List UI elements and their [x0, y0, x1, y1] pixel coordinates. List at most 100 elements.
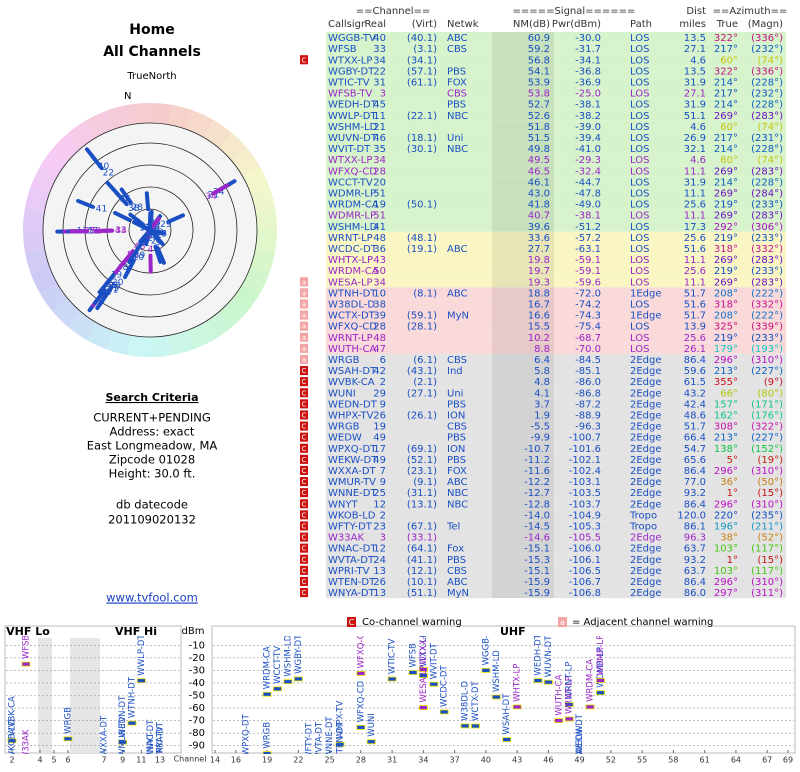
cell: 49	[373, 433, 386, 444]
cell: 4.6	[690, 155, 706, 166]
cell: 86.0	[684, 588, 706, 599]
cell: 31	[373, 77, 386, 88]
cell: -9.9	[530, 433, 550, 444]
signal-bar	[419, 706, 427, 710]
signal-label: WGGB-TV	[481, 625, 491, 666]
signal-label: WFXQ-CD	[356, 626, 366, 668]
cell: -104.9	[569, 510, 601, 521]
cell: WNAC-DT	[328, 544, 377, 555]
cell: 7	[380, 466, 386, 477]
cell: WFSB-TV	[328, 89, 372, 100]
cell: -70.0	[575, 344, 601, 355]
cell: LOS	[630, 200, 649, 211]
cell: 48.6	[684, 410, 706, 421]
station-channel: 34	[205, 192, 217, 202]
cell: 2Edge	[630, 455, 662, 466]
cell: -29.3	[575, 155, 601, 166]
cell: 33.6	[528, 233, 550, 244]
cell: 36°	[720, 477, 738, 488]
cell: LOS	[630, 144, 649, 155]
signal-label: WGBY-DT	[294, 634, 304, 674]
cell: 220°	[714, 510, 738, 521]
cell: LOS	[630, 166, 649, 177]
link[interactable]: www.tvfool.com	[106, 591, 198, 605]
cell: W33AK	[328, 533, 364, 544]
hue-ring	[255, 208, 277, 230]
cell: 25.6	[684, 266, 706, 277]
cell: (13.1)	[407, 499, 437, 510]
cell: (171°)	[751, 399, 783, 410]
cell: 269°	[714, 277, 738, 288]
cell: 28	[373, 322, 386, 333]
cell: PBS	[447, 433, 466, 444]
cell: (19°)	[757, 455, 783, 466]
cell: 11.1	[684, 166, 706, 177]
signal-label: WDMR-LP	[596, 635, 606, 676]
cell: 51.6	[684, 244, 706, 255]
cell: 1°	[727, 555, 738, 566]
cell: -12.8	[524, 499, 550, 510]
cell: 19.8	[528, 255, 550, 266]
cell: 86.1	[684, 521, 706, 532]
cell: PBS	[447, 455, 466, 466]
cell: -44.7	[575, 177, 601, 188]
cell: -105.5	[569, 533, 601, 544]
x-tick-label: 2	[9, 756, 14, 765]
cell: (50.1)	[407, 200, 437, 211]
cell: 11.1	[684, 188, 706, 199]
y-tick-label: -50	[189, 691, 205, 702]
row-bg	[326, 487, 786, 498]
signal-bar	[440, 710, 448, 714]
warning-badge-text: C	[302, 445, 307, 453]
cell: -34.1	[575, 55, 601, 66]
cell: MyN	[447, 311, 469, 322]
cell: 46.5	[528, 166, 550, 177]
signal-bar	[586, 705, 594, 709]
cell: LOS	[630, 188, 649, 199]
cell: 51.1	[684, 111, 706, 122]
cell: 51	[373, 188, 386, 199]
cell: WRDM-CA	[328, 200, 379, 211]
cell: 36	[373, 244, 386, 255]
cell: 318°	[714, 299, 738, 310]
cell: 27.1	[684, 44, 706, 55]
x-tick-label: 58	[668, 756, 678, 765]
warning-badge-text: C	[302, 434, 307, 442]
cell: 2Edge	[630, 466, 662, 477]
warning-badge-text: C	[302, 400, 307, 408]
legend-badge-text: a	[560, 618, 565, 627]
cell: WFXQ-CD	[328, 166, 377, 177]
cell: 51.7	[684, 422, 706, 433]
cell: 48	[373, 333, 386, 344]
cell: -106.1	[569, 555, 601, 566]
cell: -106.0	[569, 544, 601, 555]
signal-label: WTNH-DT	[128, 676, 138, 718]
legend-badge-text: C	[349, 618, 355, 627]
cell: (235°)	[751, 510, 783, 521]
row-bg	[326, 387, 786, 398]
cell: 12	[373, 499, 386, 510]
warning-badge-text: C	[302, 567, 307, 575]
cell: 96.3	[684, 533, 706, 544]
cell: 31.9	[684, 177, 706, 188]
cell: (34.1)	[407, 55, 437, 66]
warning-badge-text: C	[302, 56, 307, 64]
signal-label: WTXX-LP	[419, 627, 429, 665]
hue-ring	[23, 230, 45, 252]
cell: 2Edge	[630, 588, 662, 599]
cell: WEDN-DT	[328, 399, 378, 410]
cell: WRGB	[328, 422, 360, 433]
cell: 20	[373, 177, 386, 188]
cell: -85.1	[575, 366, 601, 377]
cell: 31.9	[684, 100, 706, 111]
signal-bar	[294, 677, 302, 681]
signal-label: WUVN-DT	[544, 635, 554, 677]
signal-label: W33AK	[22, 729, 32, 760]
column-header: Pwr(dBm)	[552, 19, 601, 30]
warning-badge-text: a	[302, 312, 306, 320]
signal-bar	[242, 758, 250, 762]
cell: 26.9	[684, 133, 706, 144]
cell: 51.8	[528, 122, 550, 133]
cell: -36.8	[575, 66, 601, 77]
cell: 54.1	[528, 66, 550, 77]
